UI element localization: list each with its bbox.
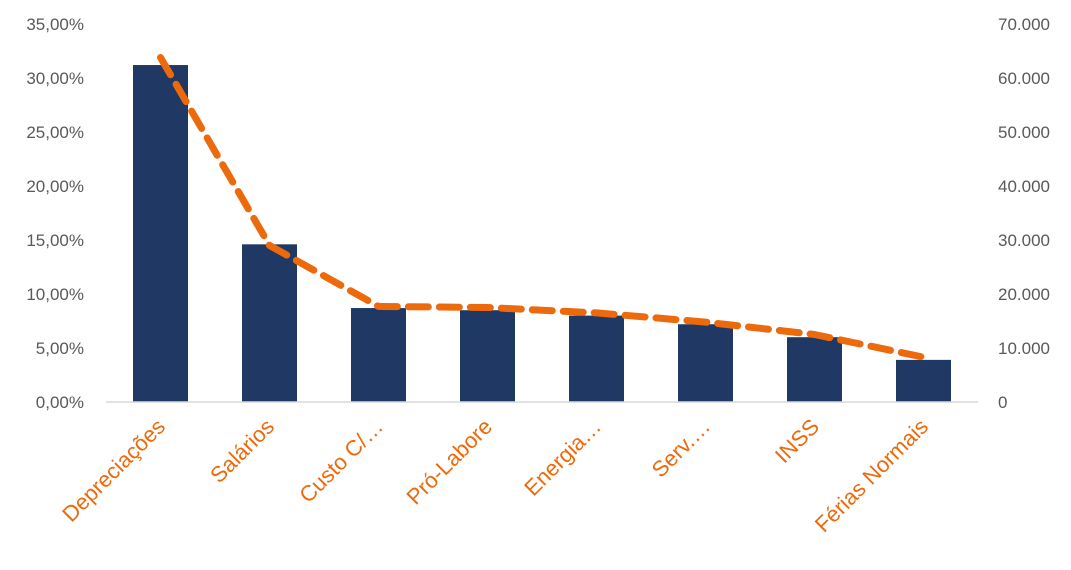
right-tick-label: 60.000	[998, 69, 1050, 88]
right-tick-label: 40.000	[998, 177, 1050, 196]
bar-2	[351, 308, 406, 402]
left-tick-label: 20,00%	[26, 177, 84, 196]
left-tick-label: 0,00%	[36, 393, 84, 412]
bar-6	[787, 337, 842, 402]
right-tick-label: 30.000	[998, 231, 1050, 250]
bar-0	[133, 65, 188, 402]
bar-3	[460, 310, 515, 402]
right-tick-label: 20.000	[998, 285, 1050, 304]
category-axis-labels: Depreciações Salários Custo C/… Pró-Labore E…	[57, 414, 933, 537]
right-tick-label: 0	[998, 393, 1007, 412]
line-series	[157, 53, 927, 361]
bar-5	[678, 324, 733, 402]
left-tick-label: 10,00%	[26, 285, 84, 304]
category-label: INSS	[770, 414, 824, 468]
category-label: Custo C/…	[294, 414, 388, 508]
left-tick-label: 35,00%	[26, 15, 84, 34]
left-tick-label: 5,00%	[36, 339, 84, 358]
left-tick-label: 15,00%	[26, 231, 84, 250]
category-label: Férias Normais	[810, 414, 933, 537]
category-label: Energia…	[519, 414, 606, 501]
bar-4	[569, 315, 624, 402]
right-tick-label: 70.000	[998, 15, 1050, 34]
bar-1	[242, 244, 297, 402]
left-axis-ticks: 0,00% 5,00% 10,00% 15,00% 20,00% 25,00% 30,00%…	[26, 15, 84, 412]
category-label: Serv.…	[647, 414, 715, 482]
line-path	[157, 53, 927, 361]
right-tick-label: 10.000	[998, 339, 1050, 358]
category-label: Salários	[205, 414, 279, 488]
right-axis-ticks: 0 10.000 20.000 30.000 40.000 50.000 60.000 70.…	[998, 15, 1050, 412]
category-label: Depreciações	[57, 414, 170, 527]
category-label: Pró-Labore	[402, 414, 498, 510]
right-tick-label: 50.000	[998, 123, 1050, 142]
bar-7	[896, 359, 951, 402]
bar-series	[133, 65, 951, 402]
left-tick-label: 25,00%	[26, 123, 84, 142]
left-tick-label: 30,00%	[26, 69, 84, 88]
